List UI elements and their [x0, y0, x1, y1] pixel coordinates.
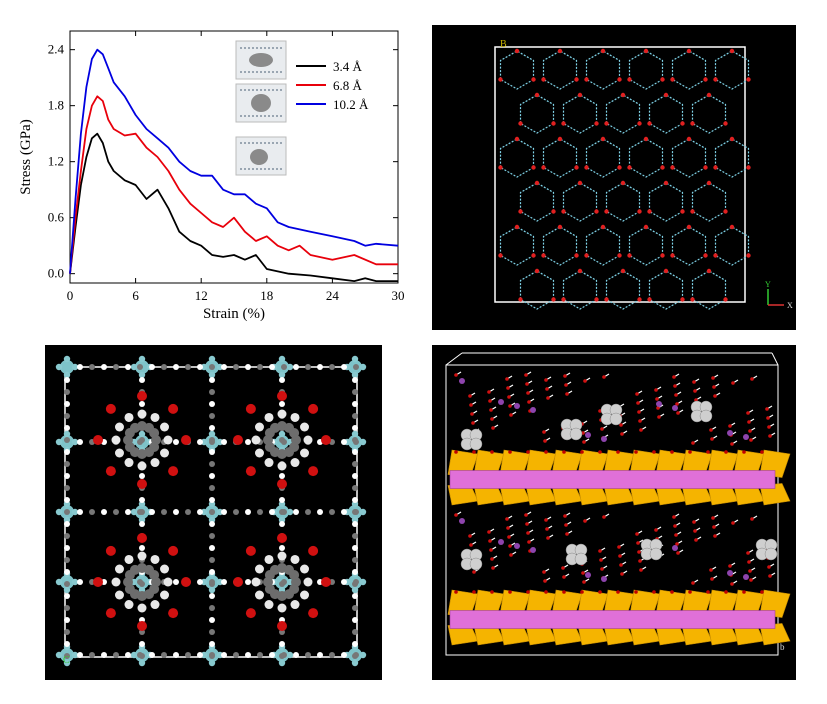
axis-y-label: Y — [765, 280, 771, 289]
legend: 3.4 Å 6.8 Å 10.2 Å — [296, 59, 369, 112]
box-corner-label: C — [63, 655, 70, 666]
x-axis-ticks: 0 6 12 18 24 30 — [67, 31, 405, 303]
legend-item: 3.4 Å — [296, 59, 363, 74]
y-axis-ticks: 0.0 0.6 1.2 1.8 2.4 — [48, 42, 398, 281]
legend-label: 10.2 Å — [333, 97, 369, 112]
series-line — [69, 48, 399, 274]
y-tick-label: 0.6 — [48, 210, 65, 225]
y-tick-label: 2.4 — [48, 42, 65, 57]
plot-frame — [69, 30, 399, 284]
legend-label: 3.4 Å — [333, 59, 363, 74]
slab-layers — [447, 371, 791, 646]
y-tick: 0.0 — [48, 266, 398, 281]
layered-slab-svg: b — [445, 352, 791, 656]
x-tick: 18 — [260, 31, 273, 303]
legend-label: 6.8 Å — [333, 78, 363, 93]
y-tick-label: 0.0 — [48, 266, 64, 281]
framework-atoms — [55, 355, 367, 667]
y-tick: 2.4 — [48, 42, 398, 57]
y-axis-label: Stress (GPa) — [18, 119, 34, 194]
legend-item: 6.8 Å — [296, 78, 363, 93]
x-tick: 12 — [195, 31, 208, 303]
legend-item: 10.2 Å — [296, 97, 369, 112]
x-tick: 6 — [132, 31, 139, 303]
box-corner-label: B — [500, 39, 507, 50]
inset-snapshots — [235, 40, 287, 176]
chart-svg: 0 6 12 18 24 30 0.0 0.6 1.2 1.8 2.4 Strain (%) St… — [18, 30, 405, 322]
axis-x-label: X — [787, 301, 793, 310]
x-tick-label: 24 — [326, 288, 340, 303]
x-tick-label: 30 — [392, 288, 405, 303]
snapshot-thumbnail — [235, 40, 287, 80]
framework-rings — [498, 48, 751, 310]
y-tick-label: 1.2 — [48, 154, 64, 169]
series-line — [69, 95, 398, 274]
x-axis-label: Strain (%) — [203, 306, 265, 322]
x-tick: 24 — [326, 31, 340, 303]
series-line — [69, 132, 398, 282]
y-tick: 0.6 — [48, 210, 398, 225]
x-tick-label: 6 — [132, 288, 139, 303]
x-tick-label: 12 — [195, 288, 208, 303]
x-tick-label: 18 — [260, 288, 273, 303]
framework-guest-image: C — [45, 345, 382, 680]
x-tick: 0 — [67, 31, 74, 303]
x-tick-label: 0 — [67, 288, 74, 303]
box-corner-label: b — [780, 642, 785, 652]
snapshot-thumbnail — [235, 136, 287, 176]
framework-svg: B Y X — [494, 39, 793, 310]
axis-triad: Y X — [765, 280, 793, 310]
y-tick: 1.8 — [48, 98, 398, 113]
y-tick-label: 1.8 — [48, 98, 64, 113]
framework-guest-svg: C — [55, 355, 367, 667]
series-lines — [69, 48, 399, 282]
layered-slab-image: b — [432, 345, 796, 680]
zeolite-framework-image: B Y X — [432, 25, 796, 330]
stress-strain-chart: 0 6 12 18 24 30 0.0 0.6 1.2 1.8 2.4 Strain (%) St… — [0, 0, 420, 330]
snapshot-thumbnail — [235, 83, 287, 123]
y-tick: 1.2 — [48, 154, 398, 169]
